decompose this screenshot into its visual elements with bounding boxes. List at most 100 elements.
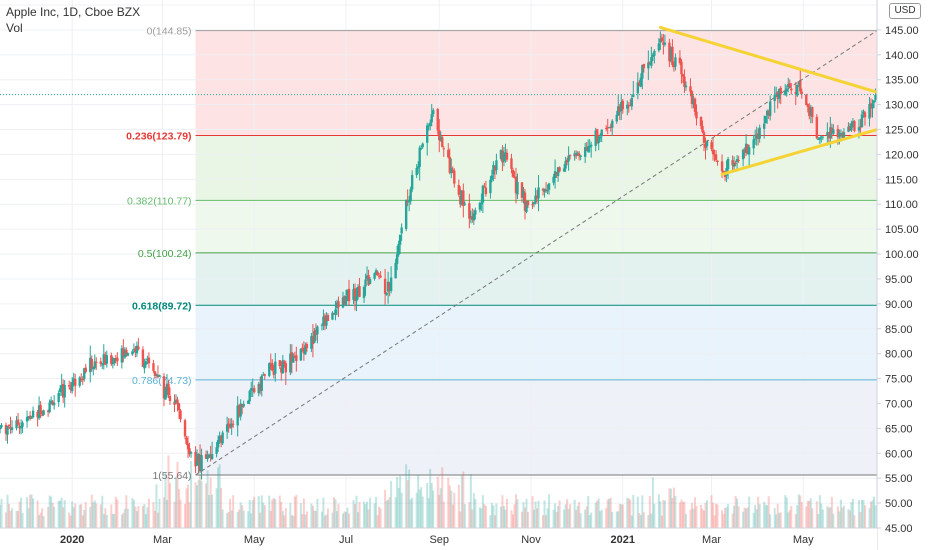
candle-body <box>480 202 483 205</box>
volume-bar <box>226 513 229 528</box>
volume-bar <box>378 506 381 528</box>
candle-body <box>19 426 23 429</box>
volume-bar <box>301 514 304 528</box>
candle-body <box>179 410 182 420</box>
candle-body <box>395 254 399 264</box>
candle-body <box>775 93 778 95</box>
volume-bar <box>493 515 496 528</box>
candle-body <box>541 188 545 191</box>
volume-bar <box>469 473 472 528</box>
candle-body <box>15 420 18 429</box>
volume-bar <box>242 510 245 528</box>
candle-body <box>39 405 42 415</box>
candle-body <box>316 326 319 335</box>
volume-bar <box>690 502 693 528</box>
time-tick-label: 2021 <box>611 534 635 546</box>
candle-body <box>815 116 819 139</box>
candle-body <box>113 358 116 364</box>
candle-body <box>562 168 566 172</box>
candle-body <box>463 203 467 205</box>
volume-bar <box>384 489 387 528</box>
grid <box>0 0 877 529</box>
volume-bar <box>126 508 129 528</box>
volume-bar <box>787 512 790 528</box>
candle-body <box>576 152 579 155</box>
volume-bar <box>569 504 572 528</box>
volume-bar <box>421 496 424 528</box>
candle-body <box>457 185 461 195</box>
candle-body <box>135 345 139 354</box>
candle-body <box>262 374 265 376</box>
time-tick-label: Jul <box>339 534 353 546</box>
volume-bar <box>713 515 716 528</box>
fib-label: 0.236(123.79) <box>126 131 191 143</box>
candle-body <box>501 150 504 163</box>
candle-body <box>453 170 456 184</box>
fib-label: 1(55.64) <box>152 470 191 482</box>
volume-bar <box>841 507 844 528</box>
volume-bar <box>453 492 456 528</box>
price-tick-label: 45.00 <box>885 523 913 535</box>
candle-body <box>388 282 391 290</box>
volume-bar <box>188 502 191 528</box>
volume-bar <box>95 503 98 528</box>
candle-body <box>367 275 370 286</box>
price-axis[interactable]: 45.00 50.00 55.00 60.00 65.00 70.00 75.00 80.00… <box>876 0 932 550</box>
fib-zone <box>195 135 877 201</box>
candle-body <box>583 147 587 157</box>
candle-body <box>122 348 125 357</box>
candle-body <box>768 101 772 116</box>
candle-body <box>462 190 465 207</box>
candle-body <box>689 86 692 92</box>
triangle-lower-line <box>720 128 879 176</box>
candle-body <box>236 405 239 426</box>
candle-body <box>248 390 251 402</box>
price-tick-label: 130.00 <box>885 100 919 112</box>
volume-bar <box>144 514 147 528</box>
volume-bar <box>471 509 474 528</box>
volume-bar <box>80 503 83 528</box>
volume-bar <box>860 499 863 528</box>
candle-body <box>764 116 767 124</box>
volume-bar <box>6 494 9 528</box>
volume-bar <box>681 501 684 528</box>
volume-bar <box>274 499 277 528</box>
candle-body <box>383 278 387 294</box>
candle-body <box>641 64 644 79</box>
price-tick-label: 145.00 <box>885 25 919 37</box>
volume-bar <box>187 484 190 528</box>
volume-bar <box>442 501 445 528</box>
volume-bar <box>874 505 877 528</box>
volume-label: Vol <box>6 21 23 35</box>
volume-bar <box>292 515 295 528</box>
volume-bar <box>262 502 265 528</box>
candle-body <box>251 388 254 390</box>
candle-body <box>281 360 285 374</box>
candle-body <box>400 227 403 234</box>
volume-bar <box>5 512 8 528</box>
price-tick-label: 85.00 <box>885 324 913 336</box>
volume-bar <box>284 507 287 528</box>
candle-body <box>374 270 378 275</box>
volume-bar <box>484 505 487 528</box>
volume-bar <box>839 499 842 528</box>
volume-bar <box>39 512 42 528</box>
volume-bar <box>701 508 704 528</box>
volume-bar <box>725 507 728 528</box>
volume-bar <box>92 502 95 528</box>
time-axis[interactable]: 2020 Mar May Jul Sep Nov 2021 Mar May <box>0 527 877 550</box>
candle-body <box>588 145 591 148</box>
candle-body <box>863 112 867 118</box>
volume-bar <box>322 497 325 528</box>
currency-button[interactable]: USD <box>889 3 921 19</box>
volume-bar <box>41 508 44 528</box>
candle-body <box>558 167 561 172</box>
volume-bar <box>32 498 35 528</box>
volume-bar <box>200 480 203 528</box>
candle-body <box>638 82 641 86</box>
candle-body <box>219 435 223 443</box>
candle-body <box>726 158 730 170</box>
volume-bar <box>695 505 698 528</box>
candle-body <box>796 85 799 96</box>
